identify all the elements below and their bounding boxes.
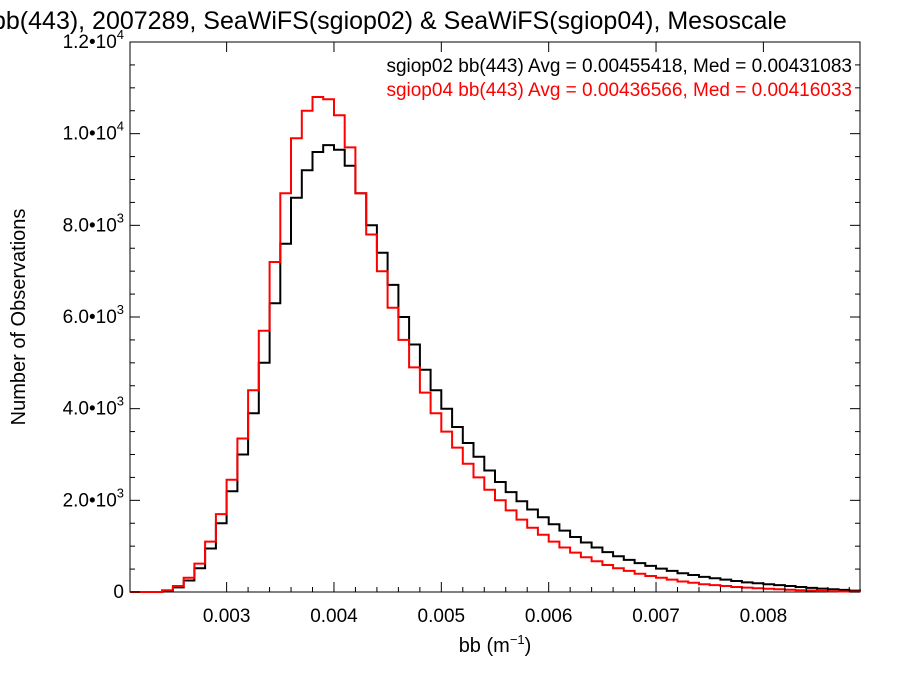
y-tick-label-6: 1.2•104 <box>63 27 124 53</box>
x-axis-ticks: 0.003 0.004 0.005 0.006 0.007 0.008 <box>203 42 850 627</box>
plot-area: 0.003 0.004 0.005 0.006 0.007 0.008 0 2.0•103 4… <box>63 27 861 627</box>
y-tick-label-5: 1.0•104 <box>63 119 124 145</box>
x-tick-label-0: 0.003 <box>203 606 251 627</box>
y-tick-label-0: 0 <box>113 582 124 603</box>
x-tick-label-5: 0.008 <box>740 606 788 627</box>
y-tick-label-4: 8.0•103 <box>63 210 124 236</box>
legend: sgiop02 bb(443) Avg = 0.00455418, Med = … <box>386 56 852 101</box>
x-tick-label-2: 0.005 <box>418 606 466 627</box>
x-axis-label-close: ) <box>525 635 532 657</box>
x-tick-label-4: 0.007 <box>632 606 680 627</box>
x-tick-label-3: 0.006 <box>525 606 573 627</box>
x-axis-label: bb (m−1) <box>459 632 532 657</box>
series-line-1 <box>130 96 861 593</box>
y-axis-label: Number of Observations <box>8 209 30 426</box>
chart-title: bb(443), 2007289, SeaWiFS(sgiop02) & Sea… <box>0 7 787 35</box>
series-layer <box>130 96 861 593</box>
x-axis-label-superscript: −1 <box>510 632 525 647</box>
x-axis-label-main: bb (m <box>459 635 510 657</box>
y-tick-label-1: 2.0•103 <box>63 485 124 511</box>
y-tick-label-3: 6.0•103 <box>63 302 124 328</box>
series-line-0 <box>130 144 861 593</box>
legend-entry-sgiop02: sgiop02 bb(443) Avg = 0.00455418, Med = … <box>386 56 852 77</box>
plot-frame <box>129 41 861 593</box>
y-tick-label-2: 4.0•103 <box>63 394 124 420</box>
legend-entry-sgiop04: sgiop04 bb(443) Avg = 0.00436566, Med = … <box>386 80 852 101</box>
y-axis-ticks: 0 2.0•103 4.0•103 6.0•103 8.0•103 1.0•104 1.2•… <box>63 27 860 603</box>
x-tick-label-1: 0.004 <box>310 606 358 627</box>
